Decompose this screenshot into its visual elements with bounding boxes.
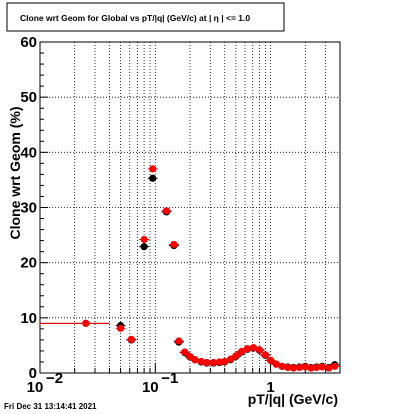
x-axis-title: pT/|q| (GeV/c) (248, 391, 338, 407)
y-tick-label: 20 (20, 255, 37, 272)
data-point (331, 362, 339, 370)
grid-lines (40, 42, 341, 373)
y-tick-label: 40 (20, 144, 37, 161)
x-tick-exponent: −1 (161, 370, 178, 387)
data-point (149, 165, 157, 173)
data-point (82, 319, 90, 327)
x-tick-labels: 10−210−11 (27, 370, 275, 396)
data-point (307, 364, 315, 372)
data-point (181, 348, 189, 356)
x-tick-label: 1 (266, 379, 274, 396)
timestamp: Fri Dec 31 13:14:41 2021 (4, 402, 97, 411)
axis-ticks (39, 41, 341, 374)
x-tick-label: 10 (142, 379, 159, 396)
data-point (261, 351, 269, 359)
data-point (140, 235, 148, 244)
y-tick-label: 0 (29, 365, 37, 382)
chart-title: Clone wrt Geom for Global vs pT/|q| (GeV… (20, 13, 250, 23)
data-point (312, 363, 321, 372)
data-point (116, 324, 125, 332)
y-axis-title: Clone wrt Geom (%) (7, 106, 23, 239)
data-point (197, 357, 205, 366)
y-tick-label: 30 (20, 200, 37, 217)
series-1 (40, 165, 340, 372)
title-box (6, 2, 285, 32)
data-point (227, 355, 235, 363)
data-point (215, 358, 224, 366)
data-point (175, 337, 183, 345)
data-point (162, 207, 171, 215)
data-point (295, 363, 304, 372)
data-point (284, 363, 292, 372)
data-point (191, 356, 199, 364)
data-point (232, 352, 240, 360)
data-series (40, 165, 340, 372)
data-point (149, 174, 157, 182)
data-point (127, 335, 135, 343)
y-tick-label: 50 (20, 89, 37, 106)
data-point (203, 358, 211, 367)
y-tick-labels: 0 10 20 30 40 50 60 (20, 34, 37, 382)
data-point (301, 363, 309, 371)
data-point (266, 356, 275, 364)
data-point (243, 345, 252, 353)
x-tick-exponent: −2 (46, 370, 63, 387)
data-point (255, 346, 264, 354)
y-tick-label: 10 (20, 310, 37, 327)
data-point (140, 243, 148, 251)
y-tick-label: 60 (20, 34, 37, 51)
data-point (237, 347, 246, 356)
data-point (289, 364, 298, 372)
data-point (209, 358, 218, 367)
data-point (318, 363, 326, 371)
data-point (278, 362, 286, 370)
data-point (170, 240, 178, 249)
x-tick-label: 10 (27, 379, 44, 396)
